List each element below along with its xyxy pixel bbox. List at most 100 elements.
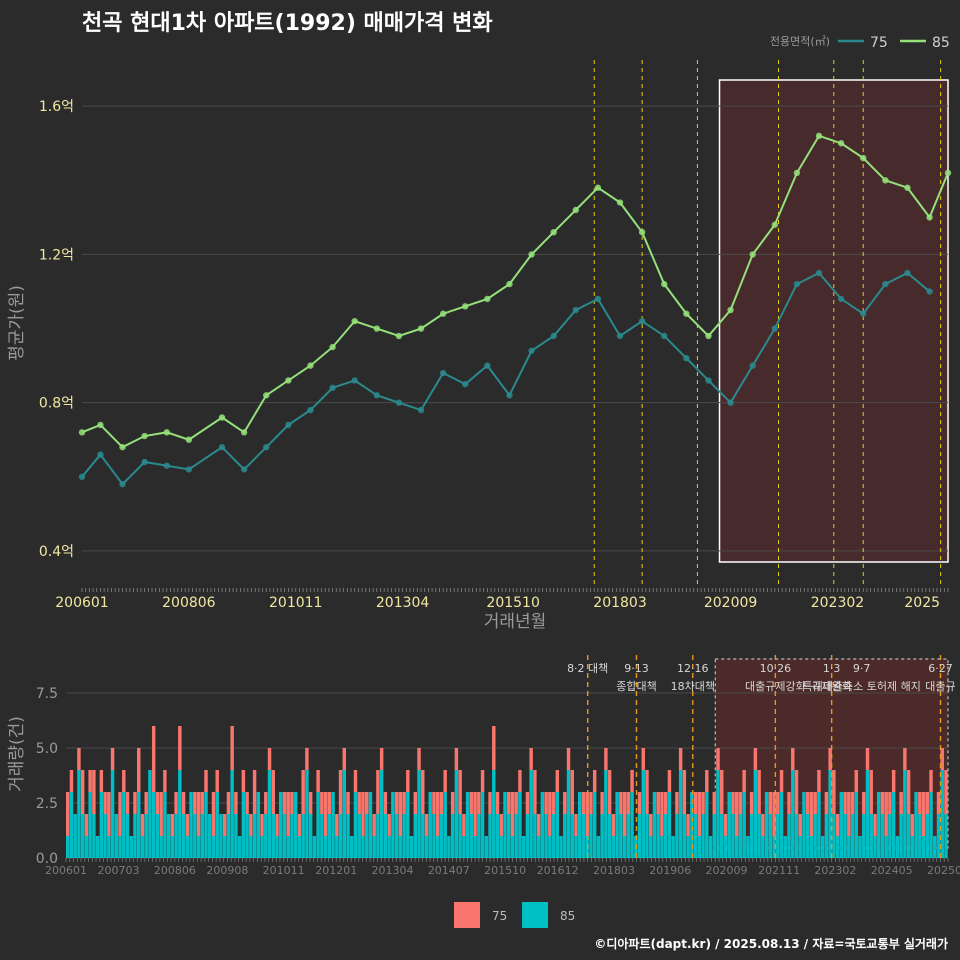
data-point-85: [749, 251, 756, 258]
bar-85: [828, 770, 832, 858]
bar-85: [122, 792, 126, 858]
bar-75: [936, 792, 941, 814]
bar-85: [581, 814, 586, 858]
volume-y-tick-label: 7.5: [36, 686, 58, 702]
volume-x-tick-label: 202405: [871, 864, 913, 877]
bar-75: [495, 792, 500, 814]
bar-75: [226, 792, 231, 814]
data-point-75: [926, 288, 933, 295]
bar-85: [260, 836, 264, 858]
bar-85: [417, 770, 421, 858]
bar-85: [678, 770, 683, 858]
bar-85: [275, 836, 279, 858]
bar-75: [626, 792, 631, 814]
bar-75: [854, 770, 859, 792]
bar-85: [798, 836, 802, 858]
bar-75: [761, 814, 765, 836]
data-point-85: [218, 414, 226, 421]
bar-85: [338, 814, 343, 858]
bar-85: [592, 792, 597, 858]
bar-75: [592, 770, 597, 792]
bar-75: [779, 770, 784, 792]
bar-75: [891, 770, 896, 792]
bar-85: [555, 792, 560, 858]
data-point-75: [163, 462, 170, 469]
bar-85: [398, 836, 403, 858]
data-point-85: [351, 317, 358, 325]
bar-85: [686, 836, 690, 858]
bar-85: [619, 814, 623, 858]
bar-75: [749, 792, 754, 814]
bar-85: [929, 792, 933, 858]
volume-x-tick-label: 200806: [154, 864, 196, 877]
data-point-75: [240, 466, 248, 473]
bar-85: [507, 814, 511, 858]
event-annotation: 규제완화: [811, 680, 851, 693]
bar-85: [693, 814, 698, 858]
bar-85: [716, 770, 720, 858]
volume-x-tick-label: 201407: [428, 864, 470, 877]
bar-85: [350, 836, 354, 858]
bar-75: [824, 792, 829, 814]
bar-75: [320, 792, 324, 814]
bar-75: [776, 792, 780, 814]
bar-85: [222, 836, 227, 858]
bar-85: [518, 792, 522, 858]
bar-75: [376, 770, 380, 814]
bar-75: [570, 770, 574, 814]
bar-85: [379, 770, 384, 858]
bar-85: [738, 814, 743, 858]
bar-75: [847, 792, 851, 836]
bar-75: [174, 792, 178, 814]
bar-75: [417, 748, 421, 770]
bar-85: [817, 792, 821, 858]
bar-85: [421, 814, 425, 858]
volume-x-tick-label: 202111: [758, 864, 800, 877]
bar-85: [118, 836, 122, 858]
bar-85: [936, 814, 941, 858]
bar-85: [92, 814, 96, 858]
bar-85: [761, 836, 765, 858]
bar-75: [462, 814, 466, 836]
bar-85: [720, 814, 724, 858]
data-point-75: [815, 269, 823, 277]
data-point-85: [572, 206, 580, 214]
bar-85: [914, 792, 918, 858]
bar-75: [551, 792, 556, 814]
bar-75: [196, 792, 201, 836]
bar-75: [925, 792, 930, 814]
bar-85: [514, 814, 518, 858]
bar-75: [791, 748, 795, 770]
bar-75: [353, 770, 358, 792]
bar-75: [488, 792, 492, 814]
legend-title: 전용면적(㎡): [770, 35, 830, 48]
bar-85: [293, 792, 298, 858]
bar-85: [869, 814, 873, 858]
bar-85: [723, 836, 728, 858]
bar-85: [802, 792, 806, 858]
bar-75: [499, 814, 503, 836]
data-point-85: [78, 429, 86, 436]
bar-75: [809, 792, 814, 836]
bar-75: [211, 792, 216, 836]
bar-75: [200, 792, 204, 814]
bar-75: [222, 814, 227, 836]
data-point-85: [882, 177, 889, 184]
bar-75: [338, 770, 343, 814]
bar-85: [910, 836, 915, 858]
bar-75: [155, 792, 160, 814]
event-annotation: 8·2 대책: [567, 662, 608, 675]
data-point-75: [285, 421, 292, 429]
data-point-85: [141, 432, 148, 440]
bar-85: [211, 836, 216, 858]
bar-85: [794, 814, 799, 858]
bar-75: [720, 770, 724, 814]
data-point-85: [616, 199, 624, 206]
bar-85: [559, 836, 563, 858]
event-annotation: 대출규제강화: [745, 680, 806, 693]
bar-85: [533, 814, 537, 858]
bar-85: [895, 836, 900, 858]
bar-85: [536, 836, 541, 858]
bar-85: [320, 814, 324, 858]
